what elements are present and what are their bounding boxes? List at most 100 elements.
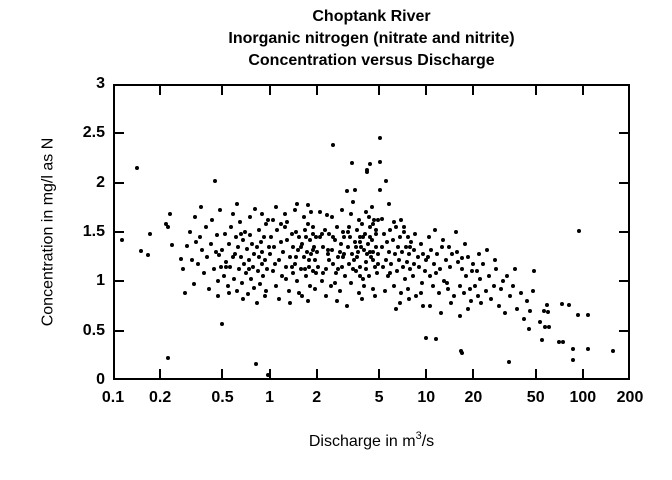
data-point	[272, 261, 277, 266]
data-point	[244, 271, 249, 276]
data-point	[292, 261, 297, 266]
data-point	[203, 225, 208, 230]
x-tick-label: 0.5	[211, 389, 234, 406]
data-point	[386, 202, 391, 207]
data-point	[389, 261, 394, 266]
data-point	[310, 231, 315, 236]
data-point	[540, 337, 545, 342]
data-point	[371, 257, 376, 262]
data-point	[575, 312, 580, 317]
data-point	[319, 279, 324, 284]
data-point	[366, 241, 371, 246]
data-point	[304, 249, 309, 254]
data-point	[277, 297, 282, 302]
data-point	[511, 284, 516, 289]
data-point	[267, 251, 272, 256]
x-tick-mark-top	[221, 86, 223, 95]
data-point	[242, 261, 247, 266]
data-point	[119, 237, 124, 242]
data-point	[254, 244, 259, 249]
data-point	[349, 251, 354, 256]
x-tick-mark-bottom	[472, 369, 474, 378]
data-point	[343, 274, 348, 279]
data-point	[344, 304, 349, 308]
data-point	[275, 228, 280, 233]
data-point	[284, 264, 289, 269]
data-point	[357, 274, 362, 279]
data-point	[270, 218, 275, 223]
y-tick-label: 1	[96, 272, 105, 290]
data-point	[420, 304, 425, 308]
data-point	[145, 252, 150, 257]
data-point	[455, 249, 460, 254]
data-point	[442, 279, 447, 284]
data-point	[313, 257, 318, 262]
data-point	[570, 347, 575, 352]
data-point	[258, 282, 263, 287]
data-point	[268, 234, 273, 239]
data-point	[542, 324, 547, 329]
x-tick-label: 0.1	[101, 389, 125, 406]
data-point	[394, 306, 399, 311]
data-point	[263, 257, 268, 262]
data-point	[384, 257, 389, 262]
data-point	[368, 234, 373, 239]
data-point	[264, 289, 269, 294]
data-point	[230, 212, 235, 217]
data-point	[298, 244, 303, 249]
y-tick-label: 2.5	[82, 124, 105, 142]
data-point	[377, 159, 382, 164]
data-point	[379, 244, 384, 249]
data-point	[366, 274, 371, 279]
data-point	[462, 291, 467, 296]
data-point	[391, 284, 396, 289]
data-point	[231, 254, 236, 259]
data-point	[390, 237, 395, 242]
data-point	[270, 269, 275, 274]
data-point	[233, 234, 238, 239]
data-point	[318, 234, 323, 239]
data-point	[394, 269, 399, 274]
data-point	[395, 244, 400, 249]
data-point	[336, 267, 341, 272]
x-tick-mark-bottom	[269, 369, 271, 378]
data-point	[241, 237, 246, 242]
y-tick-label: 2	[96, 173, 105, 191]
data-point	[254, 362, 259, 367]
x-axis-title-superscript: 3	[415, 430, 422, 442]
data-point	[356, 291, 361, 296]
data-point	[433, 228, 438, 233]
data-point	[165, 225, 170, 230]
chart-title-line2: Inorganic nitrogen (nitrate and nitrite)	[228, 30, 515, 47]
data-point	[439, 244, 444, 249]
data-point	[474, 269, 479, 274]
data-point	[409, 239, 414, 244]
data-point	[319, 231, 324, 236]
data-point	[505, 274, 510, 279]
data-point	[353, 269, 358, 274]
data-point	[468, 299, 473, 304]
x-tick-mark-bottom	[221, 369, 223, 378]
data-point	[425, 254, 430, 259]
data-point	[259, 261, 264, 266]
data-point	[398, 291, 403, 296]
y-tick-mark-right	[619, 280, 628, 282]
data-point	[324, 267, 329, 272]
data-point	[407, 244, 412, 249]
data-point	[261, 274, 266, 279]
data-point	[201, 271, 206, 276]
data-point	[297, 291, 302, 296]
data-point	[392, 251, 397, 256]
data-point	[501, 279, 506, 284]
data-point	[446, 287, 451, 292]
data-point	[178, 256, 183, 261]
data-point	[507, 360, 512, 365]
data-point	[199, 247, 204, 252]
data-point	[220, 247, 225, 252]
data-point	[369, 237, 374, 242]
data-point	[361, 277, 366, 282]
data-point	[456, 259, 461, 264]
data-point	[217, 208, 222, 213]
data-point	[351, 257, 356, 262]
